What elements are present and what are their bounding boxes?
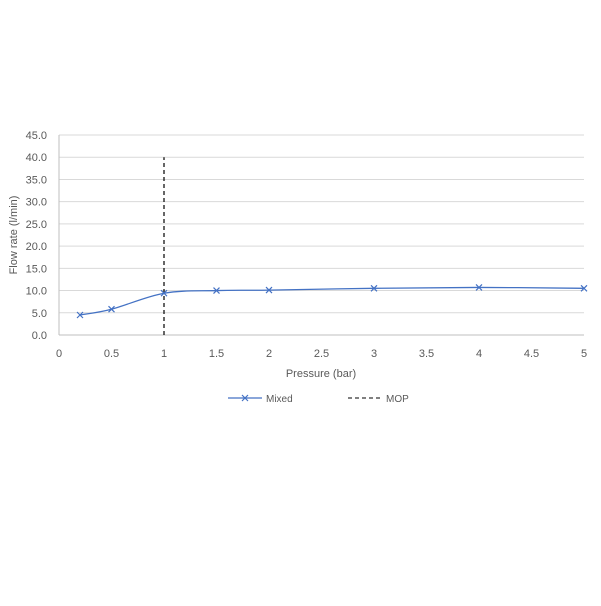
y-tick-label: 30.0 xyxy=(26,197,47,209)
legend: Mixed MOP xyxy=(228,394,409,405)
y-tick-label: 0.0 xyxy=(32,330,47,342)
x-tick-label: 4 xyxy=(476,348,482,360)
x-tick-label: 1 xyxy=(161,348,167,360)
y-tick-label: 5.0 xyxy=(32,308,47,320)
y-tick-label: 20.0 xyxy=(26,241,47,253)
x-tick-label: 3.5 xyxy=(419,348,434,360)
x-tick-label: 5 xyxy=(581,348,587,360)
x-tick-label: 4.5 xyxy=(524,348,539,360)
mixed-point xyxy=(108,305,115,313)
legend-mixed-marker xyxy=(241,394,249,402)
y-tick-label: 15.0 xyxy=(26,263,47,275)
mixed-point xyxy=(76,311,84,319)
mixed-series-line xyxy=(79,286,585,316)
x-tick-label: 3 xyxy=(371,348,377,360)
x-tick-label: 2.5 xyxy=(314,348,329,360)
legend-mop-label: MOP xyxy=(386,394,409,405)
y-axis-title: Flow rate (l/min) xyxy=(8,196,20,275)
y-tick-label: 45.0 xyxy=(26,130,47,142)
mixed-point xyxy=(370,284,378,292)
x-tick-label: 2 xyxy=(266,348,272,360)
legend-mixed-label: Mixed xyxy=(266,394,293,405)
y-tick-label: 35.0 xyxy=(26,174,47,186)
grid-layer xyxy=(59,134,584,314)
y-tick-label: 25.0 xyxy=(26,219,47,231)
y-tick-label: 40.0 xyxy=(26,152,47,164)
mixed-point xyxy=(475,284,483,291)
y-tick-label: 10.0 xyxy=(26,286,47,298)
x-tick-label: 1.5 xyxy=(209,348,224,360)
mixed-point xyxy=(265,286,273,294)
mixed-point xyxy=(213,287,220,294)
axis-layer: 0.0 5.0 10.0 15.0 20.0 25.0 30.0 35.0 40.0 45.0 0 0… xyxy=(26,130,587,360)
mixed-point xyxy=(160,289,168,297)
x-tick-label: 0.5 xyxy=(104,348,119,360)
mixed-point xyxy=(580,284,588,292)
x-axis-title: Pressure (bar) xyxy=(286,368,356,380)
series-layer xyxy=(76,157,588,335)
x-tick-label: 0 xyxy=(56,348,62,360)
